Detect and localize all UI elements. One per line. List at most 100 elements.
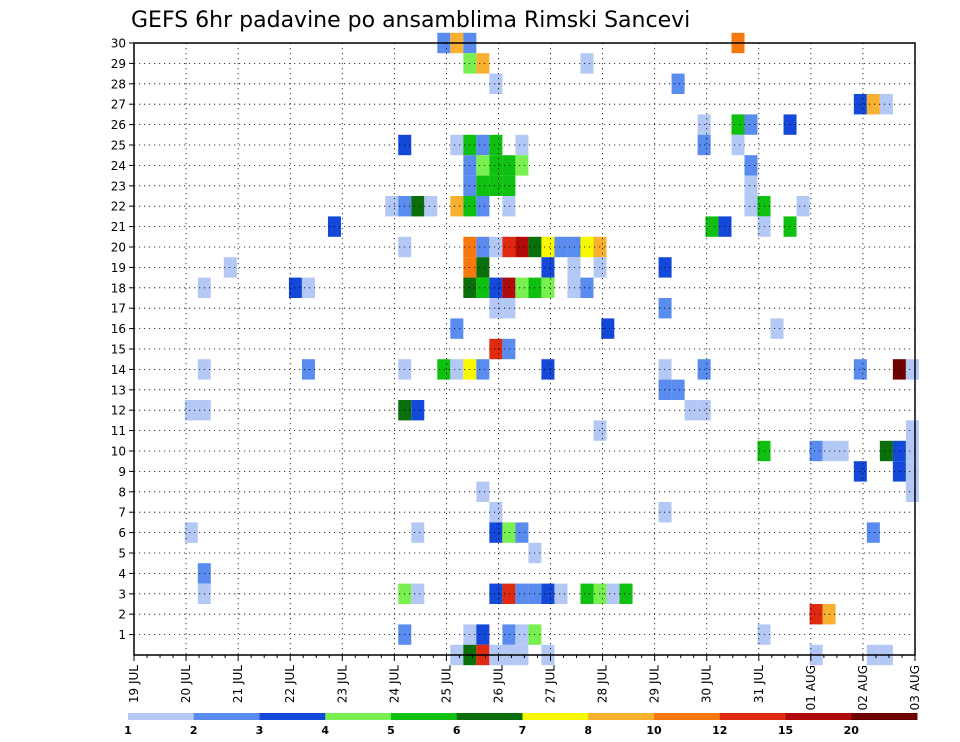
- colorbar-swatch: [128, 713, 195, 720]
- heatmap-cell: [515, 624, 529, 645]
- y-tick-label: 24: [111, 159, 126, 173]
- y-tick-label: 23: [111, 179, 126, 193]
- heatmap-cell: [476, 624, 490, 645]
- y-tick-label: 16: [111, 322, 126, 336]
- heatmap-cell: [684, 400, 698, 421]
- x-tick-label: 22 JUL: [283, 665, 297, 703]
- x-tick-label: 19 JUL: [127, 665, 141, 703]
- heatmap-cell: [580, 277, 594, 298]
- heatmap-cell: [866, 94, 880, 115]
- y-tick-label: 21: [111, 220, 126, 234]
- colorbar-label: 4: [321, 724, 329, 737]
- heatmap-cell: [905, 440, 919, 462]
- heatmap-cell: [476, 359, 490, 380]
- chart-title: GEFS 6hr padavine po ansamblima Rimski S…: [131, 8, 690, 33]
- heatmap-cell: [301, 359, 315, 380]
- y-tick-label: 17: [111, 302, 126, 316]
- heatmap-cell: [411, 522, 425, 543]
- y-tick-label: 9: [118, 465, 126, 479]
- heatmap-cell: [515, 522, 529, 543]
- heatmap-cell: [866, 522, 880, 543]
- y-tick-label: 3: [118, 587, 126, 601]
- heatmap-cell: [541, 257, 555, 278]
- heatmap-cell: [450, 134, 464, 156]
- heatmap-cell: [489, 298, 503, 319]
- heatmap-cell: [476, 53, 490, 74]
- colorbar-label: 7: [519, 724, 527, 737]
- colorbar-swatch: [325, 713, 392, 720]
- y-tick-label: 25: [111, 139, 126, 153]
- heatmap-cell: [288, 277, 302, 298]
- heatmap-cell: [580, 53, 594, 74]
- heatmap-cell: [515, 155, 529, 176]
- y-tick-label: 15: [111, 343, 126, 357]
- heatmap-cell: [489, 338, 503, 360]
- y-tick-label: 18: [111, 281, 126, 295]
- colorbar-label: 5: [387, 724, 395, 737]
- colorbar-label: 2: [190, 724, 198, 737]
- heatmap-cell: [905, 461, 919, 482]
- heatmap-cell: [705, 216, 719, 237]
- heatmap-cell: [541, 236, 555, 258]
- colorbar-swatch: [588, 713, 655, 720]
- heatmap-cell: [385, 196, 399, 217]
- heatmap-cell: [853, 359, 867, 380]
- heatmap-cell: [744, 155, 758, 176]
- heatmap-cell: [476, 196, 490, 217]
- heatmap-cell: [424, 196, 438, 217]
- x-tick-label: 01 AUG: [804, 665, 818, 710]
- y-tick-label: 13: [111, 383, 126, 397]
- colorbar-label: 10: [646, 724, 662, 737]
- heatmap-cell: [489, 175, 503, 196]
- heatmap-cell: [502, 522, 516, 543]
- heatmap-cell: [502, 583, 516, 604]
- heatmap-cell: [905, 359, 919, 380]
- heatmap-cell: [905, 420, 919, 441]
- heatmap-cell: [223, 257, 237, 278]
- heatmap-cell: [567, 277, 581, 298]
- heatmap-cell: [619, 583, 633, 604]
- heatmap-cell: [731, 134, 745, 156]
- heatmap-cell: [809, 604, 823, 625]
- y-tick-label: 22: [111, 200, 126, 214]
- heatmap-cell: [744, 114, 758, 135]
- heatmap-cell: [671, 73, 685, 94]
- heatmap-cell: [853, 94, 867, 115]
- x-axis: 19 JUL 20 JUL 21 JUL 22 JUL 23 JUL 24 JUL 25 J…: [127, 655, 922, 710]
- heatmap-cell: [515, 277, 529, 298]
- heatmap-cell: [601, 318, 615, 339]
- y-tick-label: 5: [118, 547, 126, 561]
- heatmap-cell: [744, 175, 758, 196]
- heatmap-cell: [502, 155, 516, 176]
- colorbar-label: 8: [584, 724, 592, 737]
- heatmap-cell: [541, 359, 555, 380]
- heatmap-cell: [476, 155, 490, 176]
- colorbar-swatch: [719, 713, 786, 720]
- x-tick-label: 28 JUL: [596, 665, 610, 703]
- heatmap-cell: [515, 134, 529, 156]
- cells-layer: [184, 32, 919, 666]
- heatmap-cell: [184, 522, 198, 543]
- y-tick-label: 14: [111, 363, 126, 377]
- heatmap-cell: [450, 359, 464, 380]
- y-tick-label: 11: [111, 424, 126, 438]
- y-tick-label: 30: [111, 37, 126, 51]
- heatmap-cell: [184, 400, 198, 421]
- heatmap-cell: [411, 196, 425, 217]
- x-tick-label: 02 AUG: [856, 665, 870, 710]
- heatmap-cell: [515, 583, 529, 604]
- y-tick-label: 20: [111, 241, 126, 255]
- colorbar-label: 12: [712, 724, 727, 737]
- heatmap-cell: [853, 461, 867, 482]
- y-tick-label: 6: [118, 526, 126, 540]
- heatmap-cell: [905, 481, 919, 502]
- colorbar: 1 2 3 4 5 6 7 8 10 12 15 20: [124, 713, 918, 737]
- y-tick-label: 4: [118, 567, 126, 581]
- x-tick-label: 26 JUL: [491, 665, 505, 703]
- heatmap-cell: [489, 236, 503, 258]
- colorbar-swatch: [193, 713, 260, 720]
- heatmap-cell: [489, 502, 503, 523]
- x-tick-label: 30 JUL: [700, 665, 714, 703]
- heatmap-cell: [489, 134, 503, 156]
- y-tick-label: 19: [111, 261, 126, 275]
